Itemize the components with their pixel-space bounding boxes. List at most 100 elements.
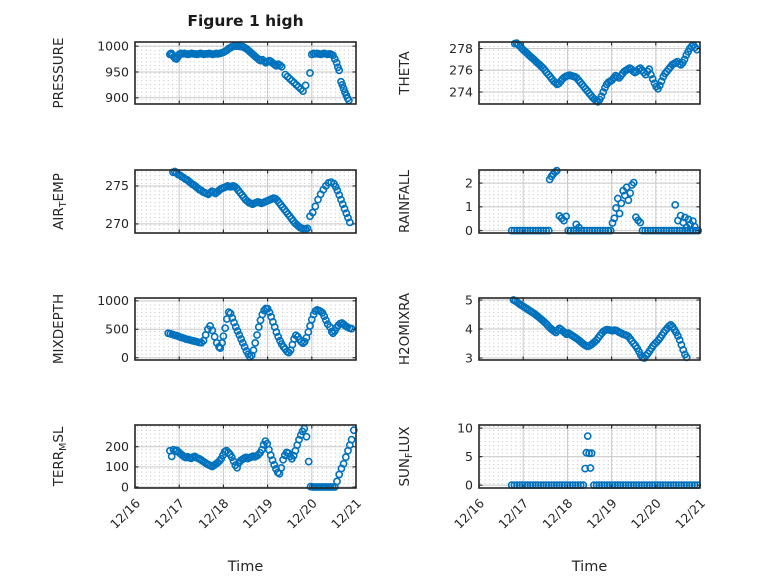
y-tick-label: 1000 <box>97 38 129 53</box>
data-point <box>331 182 340 191</box>
data-point <box>231 323 240 331</box>
data-point <box>254 323 263 331</box>
y-tick-label: 276 <box>449 63 473 78</box>
y-tick-label: 274 <box>449 84 473 99</box>
subplot-rainfall: 0 1 2 RAINFALL <box>397 166 703 238</box>
data-point <box>260 57 268 65</box>
subplot-h2omixra: 3 4 5 H2OMIXRA <box>397 292 701 365</box>
data-point <box>608 219 617 227</box>
data-point <box>636 218 645 227</box>
data-point <box>680 55 689 64</box>
subplot-mixdepth: 0 500 1000 MIXDEPTH <box>51 293 357 365</box>
y-tick-label: 275 <box>105 178 129 193</box>
y-axis-label-theta: THETA <box>397 51 413 96</box>
data-point <box>251 338 260 347</box>
data-point <box>218 338 226 347</box>
y-axis-label-air-temp: AIRTEMP <box>51 173 69 230</box>
data-point <box>228 313 237 322</box>
data-point <box>597 92 606 101</box>
series-air-temp <box>169 167 354 234</box>
data-point <box>333 186 342 195</box>
data-point <box>581 464 589 473</box>
data-point <box>219 332 228 340</box>
axes-box-pressure <box>134 41 357 105</box>
axes-box-theta <box>478 41 701 105</box>
data-point <box>586 464 595 472</box>
x-tick-label: 12/19 <box>240 495 276 531</box>
y-axis-label-h2omixra: H2OMIXRA <box>397 292 413 365</box>
data-point <box>347 435 356 444</box>
y-tick-label: 100 <box>105 459 129 474</box>
x-tick-label: 12/17 <box>151 496 187 532</box>
data-point <box>338 200 347 209</box>
data-point <box>299 339 307 348</box>
x-tick-label: 12/21 <box>672 496 708 532</box>
data-point <box>332 58 341 67</box>
data-point <box>617 199 626 208</box>
data-point <box>254 450 263 459</box>
y-axis-label-terr-msl: TERRMSL <box>51 426 69 487</box>
y-tick-label: 0 <box>121 479 129 494</box>
x-tick-label: 12/20 <box>628 495 664 531</box>
data-point <box>330 55 339 63</box>
subplot-air-temp: 270 275 AIRTEMP <box>51 167 357 234</box>
subplot-theta: 274 276 278 THETA <box>397 39 701 106</box>
data-point <box>303 224 312 233</box>
subplot-sun-flux: 0 5 10 SUNFLUX 12/16 12/17 12/18 12/19 12/20 12/2… <box>397 420 708 575</box>
series-theta <box>510 39 701 106</box>
y-axis-label-rainfall: RAINFALL <box>397 170 413 233</box>
subplot-terr-msl: 0 100 200 TERRMSL 12/16 12/17 12/18 12/19 12/20 1… <box>51 424 364 575</box>
data-point <box>230 318 238 327</box>
data-point <box>585 449 593 458</box>
minor-grid-rainfall <box>480 171 699 232</box>
series-pressure <box>165 42 353 105</box>
data-point <box>648 75 657 83</box>
data-point <box>562 212 570 221</box>
data-point <box>338 81 347 89</box>
data-point <box>674 332 682 340</box>
y-axis-label-mixdepth: MIXDEPTH <box>51 294 67 364</box>
data-point <box>624 196 633 205</box>
data-point <box>277 62 286 71</box>
data-point <box>237 335 245 343</box>
series-terr-msl <box>165 424 358 491</box>
data-point <box>227 453 236 462</box>
y-tick-label: 0 <box>465 223 473 238</box>
data-point <box>272 328 281 336</box>
data-point <box>235 331 244 339</box>
y-tick-label: 950 <box>105 64 129 79</box>
x-axis-label: Time <box>571 559 608 575</box>
series-h2omixra <box>509 296 691 362</box>
data-point <box>279 455 287 464</box>
data-point <box>335 66 344 75</box>
figure-title: Figure 1 high <box>187 12 303 30</box>
y-tick-label: 1 <box>465 199 473 214</box>
data-point <box>321 316 330 325</box>
x-tick-label: 12/20 <box>284 495 320 531</box>
data-point <box>221 324 230 332</box>
data-point <box>304 457 313 466</box>
data-point <box>306 69 314 77</box>
data-point <box>249 346 258 355</box>
data-point <box>339 459 348 468</box>
data-point <box>226 309 235 318</box>
data-point <box>301 81 310 90</box>
y-tick-label: 10 <box>457 420 473 435</box>
data-point <box>340 204 349 213</box>
data-point <box>253 331 261 339</box>
y-tick-label: 0 <box>465 477 473 492</box>
data-point <box>320 312 329 321</box>
data-point <box>655 81 664 90</box>
data-point <box>666 320 675 329</box>
y-tick-label: 270 <box>105 216 129 231</box>
axes-box-air-temp <box>134 169 357 234</box>
data-point <box>265 308 274 317</box>
x-tick-label: 12/16 <box>107 495 143 531</box>
data-point <box>349 426 358 435</box>
series-rainfall <box>507 166 703 235</box>
data-point <box>300 337 309 346</box>
data-point <box>268 456 277 465</box>
data-point <box>302 432 311 441</box>
